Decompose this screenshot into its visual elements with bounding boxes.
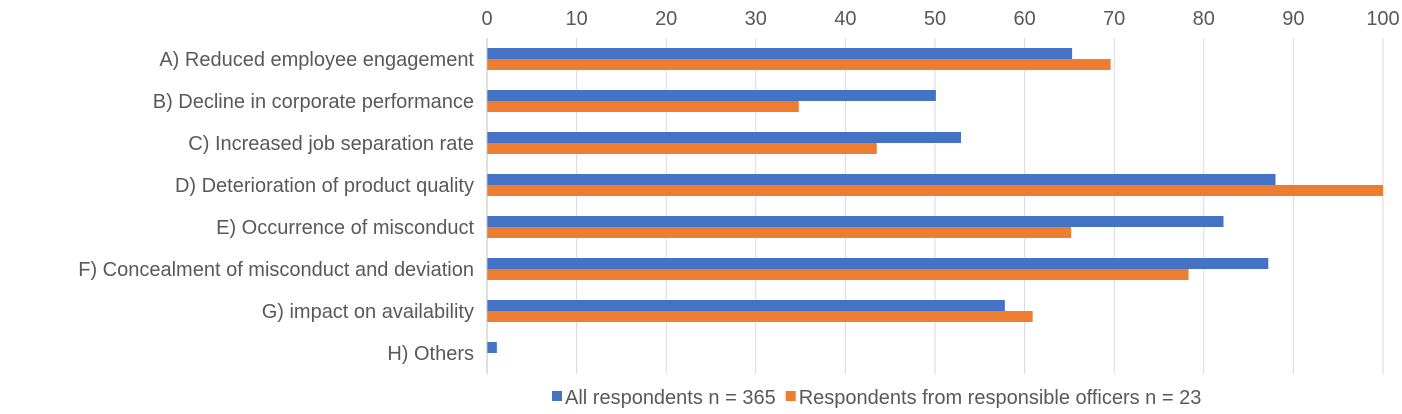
x-tick-label: 100 <box>1366 8 1399 30</box>
x-tick-label: 70 <box>1103 8 1125 30</box>
category-label: E) Occurrence of misconduct <box>216 217 474 239</box>
bar-all-respondents <box>487 90 936 101</box>
legend-swatch <box>552 391 562 401</box>
category-label: G) impact on availability <box>262 301 474 323</box>
bar-all-respondents <box>487 48 1073 59</box>
legend-label: Respondents from responsible officers n … <box>799 387 1202 409</box>
legend-label: All respondents n = 365 <box>565 387 776 409</box>
bar-all-respondents <box>487 342 497 353</box>
x-tick-label: 90 <box>1282 8 1304 30</box>
category-label: F) Concealment of misconduct and deviati… <box>78 259 474 281</box>
legend: All respondents n = 365 Respondents from … <box>552 387 1201 409</box>
x-tick-label: 20 <box>655 8 677 30</box>
category-label: H) Others <box>387 343 474 365</box>
bar-responsible-officers <box>487 101 799 112</box>
x-tick-label: 30 <box>745 8 767 30</box>
x-tick-label: 0 <box>481 8 492 30</box>
x-tick-label: 80 <box>1193 8 1215 30</box>
bar-all-respondents <box>487 216 1224 227</box>
x-tick-label: 40 <box>834 8 856 30</box>
x-tick-label: 60 <box>1013 8 1035 30</box>
bar-all-respondents <box>487 258 1269 269</box>
category-label: A) Reduced employee engagement <box>159 49 474 71</box>
bar-responsible-officers <box>487 269 1189 280</box>
bar-responsible-officers <box>487 311 1033 322</box>
gridlines <box>576 38 1384 374</box>
bars <box>487 48 1383 353</box>
category-label: B) Decline in corporate performance <box>153 91 474 113</box>
bar-responsible-officers <box>487 59 1111 70</box>
x-tick-labels: 0 10 20 30 40 50 60 70 80 90 100 <box>481 8 1399 30</box>
bar-responsible-officers <box>487 227 1072 238</box>
bar-all-respondents <box>487 174 1276 185</box>
x-tick-label: 10 <box>565 8 587 30</box>
x-tick-label: 50 <box>924 8 946 30</box>
category-label: D) Deterioration of product quality <box>175 175 474 197</box>
bar-all-respondents <box>487 132 961 143</box>
bar-responsible-officers <box>487 143 877 154</box>
category-labels: A) Reduced employee engagement B) Decline… <box>78 49 474 365</box>
category-label: C) Increased job separation rate <box>188 133 474 155</box>
bar-all-respondents <box>487 300 1005 311</box>
bar-responsible-officers <box>487 185 1383 196</box>
legend-swatch <box>785 391 796 401</box>
